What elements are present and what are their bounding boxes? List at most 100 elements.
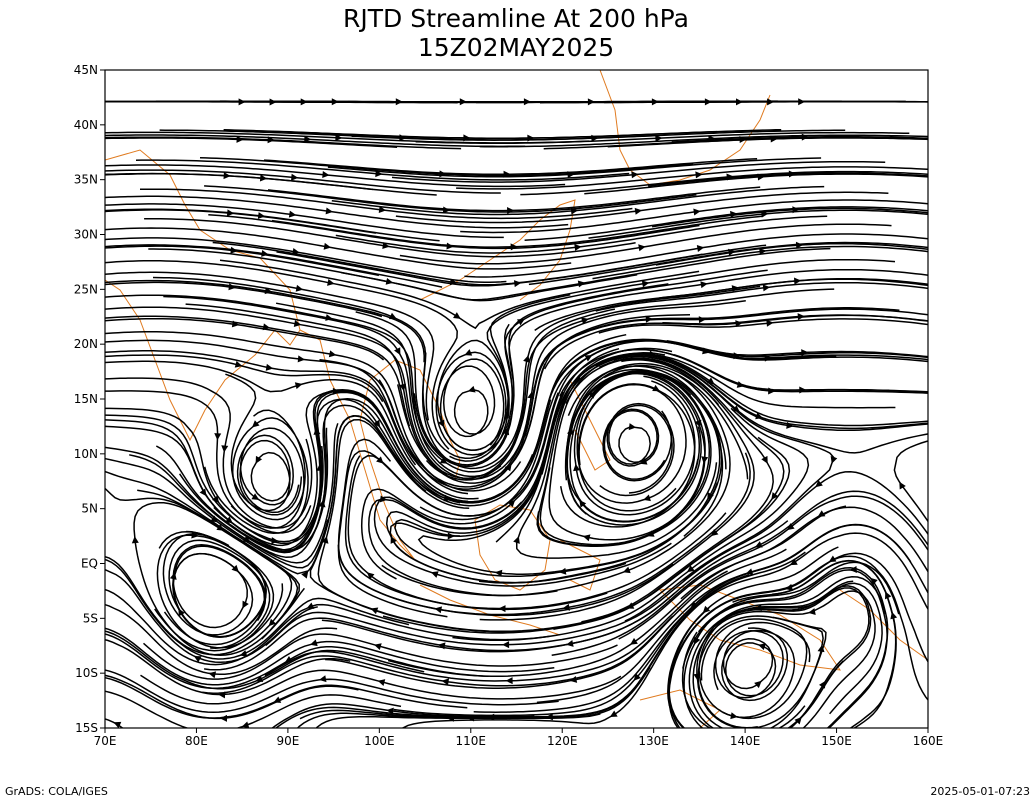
streamline xyxy=(732,560,897,728)
flow-arrow xyxy=(464,349,473,356)
streamline xyxy=(391,160,886,183)
streamline xyxy=(230,427,305,529)
flow-arrow xyxy=(252,420,260,428)
streamline xyxy=(264,570,728,682)
flow-arrow xyxy=(799,386,807,394)
flow-arrow xyxy=(293,320,302,327)
lat-label: 5N xyxy=(81,502,98,516)
streamline xyxy=(318,333,627,522)
lon-label: 130E xyxy=(638,734,669,748)
flow-arrow xyxy=(698,316,706,324)
streamline xyxy=(425,288,835,481)
streamline xyxy=(603,404,673,494)
flow-arrow xyxy=(304,135,312,143)
flow-arrow xyxy=(562,603,571,611)
flow-arrow xyxy=(208,671,217,679)
streamline xyxy=(152,276,524,470)
flow-arrow xyxy=(377,679,386,686)
streamline xyxy=(204,185,697,213)
flow-arrow xyxy=(370,607,379,615)
streamline xyxy=(154,534,284,652)
flow-arrow xyxy=(261,249,269,257)
flow-arrow xyxy=(257,212,266,220)
lat-label: 15N xyxy=(74,392,98,406)
streamline xyxy=(439,358,505,451)
lon-label: 120E xyxy=(547,734,578,748)
lon-label: 150E xyxy=(821,734,852,748)
flow-arrow xyxy=(376,456,384,464)
streamline xyxy=(599,402,675,497)
streamline xyxy=(592,245,928,280)
streamline xyxy=(105,203,504,239)
streamline xyxy=(515,347,718,559)
flow-arrow xyxy=(655,134,663,142)
streamline xyxy=(275,302,616,473)
lat-label: 15S xyxy=(75,721,98,735)
flow-arrow xyxy=(516,318,525,326)
flow-arrow xyxy=(242,600,249,609)
flow-arrow xyxy=(328,350,337,358)
lon-label: 70E xyxy=(94,734,117,748)
lon-label: 90E xyxy=(276,734,299,748)
streamline xyxy=(486,258,896,419)
flow-arrow xyxy=(325,207,333,215)
flow-arrow xyxy=(301,570,309,579)
coast-china xyxy=(419,199,576,301)
lat-label: 5S xyxy=(83,611,98,625)
coast-south-asia xyxy=(105,149,301,442)
flow-arrow xyxy=(335,134,343,142)
streamline xyxy=(105,630,425,690)
flow-arrow xyxy=(513,536,520,544)
streamline xyxy=(325,548,787,689)
flow-arrow xyxy=(306,602,315,609)
flow-arrow xyxy=(762,284,771,292)
flow-arrow xyxy=(569,676,578,683)
lat-label: 40N xyxy=(74,118,98,132)
streamline xyxy=(271,215,764,248)
flow-arrow xyxy=(797,313,805,321)
flow-arrow xyxy=(234,360,243,368)
streamline xyxy=(536,524,928,704)
streamline xyxy=(584,173,928,195)
flow-arrow xyxy=(366,572,375,580)
streamline xyxy=(668,587,870,728)
streamline xyxy=(667,100,928,103)
flow-arrow xyxy=(310,639,318,647)
flow-arrow xyxy=(792,206,800,214)
streamline xyxy=(478,365,721,584)
streamline xyxy=(105,339,469,495)
flow-arrow xyxy=(815,480,823,488)
flow-arrow xyxy=(700,281,708,289)
streamline xyxy=(105,603,338,676)
flow-arrow xyxy=(634,207,643,215)
streamline xyxy=(105,306,448,476)
flow-arrow xyxy=(693,208,701,216)
streamline xyxy=(681,615,824,728)
subtitle: 15Z02MAY2025 xyxy=(418,33,614,62)
streamline xyxy=(105,457,329,569)
streamline xyxy=(559,383,696,528)
flow-arrow xyxy=(761,455,768,464)
flow-arrow xyxy=(566,639,574,647)
streamline xyxy=(225,373,300,514)
flow-arrow xyxy=(582,534,591,542)
flow-arrow xyxy=(231,564,239,573)
flow-arrow xyxy=(793,277,802,285)
flow-arrow xyxy=(558,567,567,575)
flow-arrow xyxy=(631,171,639,179)
streamline xyxy=(422,323,513,459)
flow-arrow xyxy=(211,495,220,504)
flow-arrow xyxy=(801,133,809,141)
streamline xyxy=(335,215,828,254)
streamline xyxy=(610,348,928,394)
streamline xyxy=(163,295,536,480)
streamline xyxy=(247,398,552,554)
flow-arrow xyxy=(830,455,838,464)
lat-label: 35N xyxy=(74,173,98,187)
streamline xyxy=(551,490,928,657)
flow-arrow xyxy=(545,713,553,721)
flow-arrow xyxy=(581,317,589,325)
streamline xyxy=(569,370,724,537)
lon-label: 80E xyxy=(185,734,208,748)
